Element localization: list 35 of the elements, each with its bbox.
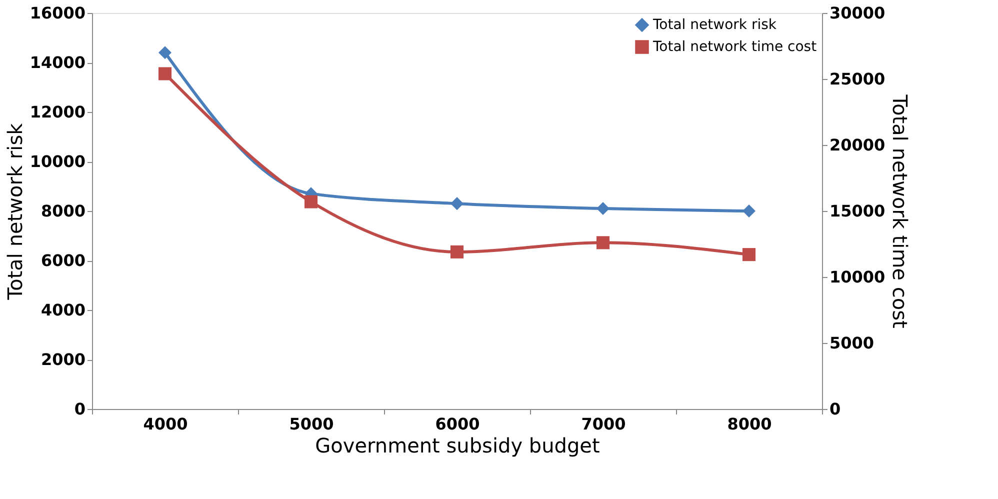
y-tick-label: 8000 xyxy=(40,202,86,220)
x-tick-label: 4000 xyxy=(143,414,188,434)
y-tick-label: 10000 xyxy=(30,152,86,171)
point xyxy=(450,245,464,258)
y-tick-label: 2000 xyxy=(40,350,86,369)
x-tick-label: 8000 xyxy=(727,414,772,434)
point xyxy=(742,248,756,262)
y2-axis-title: Total network time cost xyxy=(888,94,912,328)
point xyxy=(450,197,464,210)
x-tick-label: 5000 xyxy=(289,414,334,434)
legend-label: Total network time cost xyxy=(652,39,818,55)
y-tick-label: 6000 xyxy=(40,251,86,270)
point xyxy=(158,46,172,60)
y-tick-label: 12000 xyxy=(30,102,86,122)
point xyxy=(596,236,610,250)
y2-tick-label: 20000 xyxy=(830,136,886,154)
y2-tick-label: 25000 xyxy=(830,70,886,88)
y2-tick-label: 30000 xyxy=(830,4,886,22)
y-tick-label: 0 xyxy=(74,400,86,418)
point xyxy=(742,204,756,218)
point xyxy=(304,195,318,208)
y2-tick-label: 10000 xyxy=(830,268,886,286)
legend-label: Total network risk xyxy=(652,17,778,33)
x-axis-title: Government subsidy budget xyxy=(315,434,600,458)
y-tick-label: 14000 xyxy=(30,53,86,72)
point xyxy=(158,67,172,80)
y-tick-label: 16000 xyxy=(30,4,86,22)
y2-tick-label: 5000 xyxy=(830,334,874,352)
y-axis-title: Total network risk xyxy=(2,122,27,301)
y2-tick-label: 0 xyxy=(830,400,841,418)
point xyxy=(596,202,610,216)
x-tick-label: 7000 xyxy=(581,414,626,434)
x-tick-label: 6000 xyxy=(435,414,480,434)
y-tick-label: 4000 xyxy=(40,300,86,320)
y2-tick-label: 15000 xyxy=(830,202,886,220)
